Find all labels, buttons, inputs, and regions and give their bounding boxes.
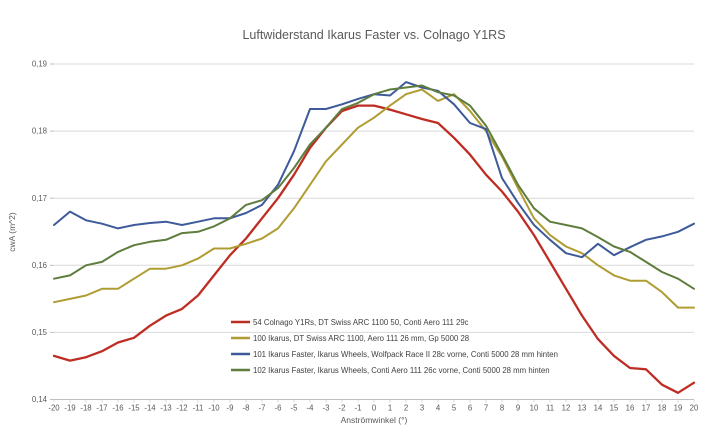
legend-label-ikarus-101: 101 Ikarus Faster, Ikarus Wheels, Wolfpa… [253,350,558,359]
y-tick-label: 0,17 [32,194,47,203]
x-tick-label: 12 [562,404,571,413]
x-tick-label: -5 [291,404,299,413]
y-tick-label: 0,16 [32,261,47,270]
x-tick-label: -20 [48,404,60,413]
x-tick-label: -3 [323,404,330,413]
x-tick-label: 18 [658,404,667,413]
x-axis-labels: -20 -19 -18 -17 -16 -15 -14 -13 -12 -11 -10 -9 -8 -7-… [48,404,699,413]
x-tick-label: 7 [484,404,488,413]
x-tick-label: -17 [96,404,107,413]
x-tick-label: -10 [208,404,220,413]
x-tick-label: -12 [176,404,187,413]
x-tick-label: 15 [610,404,619,413]
legend-label-ikarus-100: 100 Ikarus, DT Swiss ARC 1100, Aero 111 … [253,334,469,343]
x-tick-label: -9 [227,404,234,413]
x-tick-label: -4 [307,404,315,413]
x-tick-label: 2 [404,404,408,413]
x-tick-label: -19 [64,404,75,413]
y-tick-label: 0,15 [32,328,48,337]
series-line-0 [52,104,696,394]
legend-label-colnago: 54 Colnago Y1Rs, DT Swiss ARC 1100 50, C… [253,318,469,327]
x-tick-label: -18 [80,404,91,413]
x-tick-label: 11 [546,404,554,413]
x-tick-label: -1 [355,404,362,413]
x-tick-label: 14 [594,404,603,413]
x-tick-label: 8 [500,404,504,413]
legend: 54 Colnago Y1Rs, DT Swiss ARC 1100 50, C… [231,318,558,375]
x-tick-label: -6 [275,404,282,413]
y-tick-label: 0,18 [32,127,47,136]
x-tick-label: -7 [259,404,266,413]
x-tick-label: 17 [642,404,651,413]
x-tick-label: 13 [578,404,587,413]
x-tick-label: 3 [420,404,424,413]
x-tick-label: 10 [530,404,539,413]
legend-label-ikarus-102: 102 Ikarus Faster, Ikarus Wheels, Conti … [253,366,550,375]
x-axis-title: Anströmwinkel (°) [341,415,408,425]
y-axis-labels: 0,14 0,15 0,16 0,17 0,18 0,19 [32,60,48,405]
x-tick-label: -2 [339,404,346,413]
x-tick-label: -16 [112,404,123,413]
x-tick-label: 5 [452,404,457,413]
x-tick-label: -11 [193,404,204,413]
y-tick-label: 0,19 [32,60,47,69]
x-tick-label: 6 [468,404,472,413]
gridlines [50,63,695,403]
x-tick-label: 20 [690,404,699,413]
y-tick-label: 0,14 [32,395,48,404]
x-tick-label: 19 [674,404,683,413]
series-line-1 [53,88,695,309]
series-line-2 [53,81,695,259]
data-series [52,81,696,394]
x-tick-label: 9 [516,404,520,413]
x-tick-label: -8 [243,404,250,413]
x-tick-label: 4 [436,404,441,413]
x-tick-label: -15 [128,404,140,413]
chart-title: Luftwiderstand Ikarus Faster vs. Colnago… [242,28,505,42]
x-tick-label: 0 [372,404,377,413]
x-tick-label: -13 [160,404,171,413]
y-axis-title: cwA (m^2) [7,212,17,252]
x-tick-label: -14 [144,404,156,413]
series-line-3 [53,84,695,290]
x-tick-label: 1 [388,404,392,413]
x-tick-label: 16 [626,404,635,413]
